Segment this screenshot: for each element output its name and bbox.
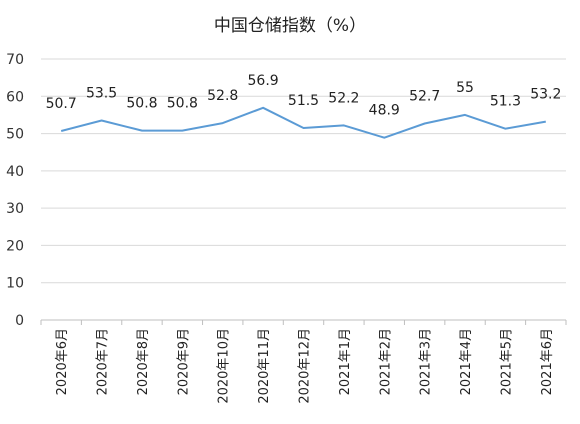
- x-tick-label: 2021年3月: [419, 328, 434, 395]
- chart-title: 中国仓储指数（%）: [214, 16, 366, 36]
- x-tick-label: 2021年4月: [459, 328, 474, 395]
- x-tick-label: 2021年2月: [378, 328, 393, 395]
- y-tick-label: 20: [6, 238, 24, 254]
- data-label: 52.2: [328, 90, 359, 106]
- data-label: 50.8: [126, 96, 157, 112]
- data-label: 52.8: [207, 88, 238, 104]
- series-lines: [60, 106, 546, 139]
- y-tick-label: 60: [6, 89, 24, 105]
- x-tick-label: 2021年6月: [540, 328, 555, 395]
- x-tick-label: 2021年5月: [499, 328, 514, 395]
- data-label: 50.7: [46, 96, 77, 112]
- y-tick-label: 10: [6, 276, 24, 292]
- x-axis-tick-marks: [40, 320, 567, 325]
- data-label: 51.3: [490, 94, 521, 110]
- data-labels: 50.7 53.5 50.8 50.8 52.8 56.9 51.5 52.2 48.9 52.7…: [46, 73, 562, 119]
- y-tick-label: 0: [15, 313, 24, 329]
- x-tick-label: 2021年1月: [338, 328, 353, 395]
- gridlines: [41, 58, 566, 284]
- series-line-0: [60, 106, 546, 139]
- y-tick-label: 70: [6, 52, 24, 68]
- y-tick-label: 40: [6, 164, 24, 180]
- x-tick-label: 2020年12月: [298, 328, 313, 404]
- data-label: 53.2: [530, 87, 561, 103]
- x-tick-label: 2020年11月: [257, 328, 272, 404]
- data-label: 55: [456, 80, 474, 96]
- x-tick-label: 2020年9月: [176, 328, 191, 395]
- x-tick-label: 2020年6月: [55, 328, 70, 395]
- data-label: 48.9: [369, 103, 400, 119]
- data-label: 50.8: [167, 96, 198, 112]
- y-axis-ticks: 0 10 20 30 40 50 60 70: [6, 52, 24, 329]
- x-tick-label: 2020年8月: [136, 328, 151, 395]
- data-label: 53.5: [86, 86, 117, 102]
- x-axis-ticks: 2020年6月 2020年7月 2020年8月 2020年9月 2020年10月 2020…: [55, 328, 555, 404]
- y-tick-label: 30: [6, 201, 24, 217]
- x-tick-label: 2020年7月: [96, 328, 111, 395]
- data-label: 52.7: [409, 89, 440, 105]
- x-tick-label: 2020年10月: [217, 328, 232, 404]
- data-label: 51.5: [288, 93, 319, 109]
- data-label: 56.9: [248, 73, 279, 89]
- y-tick-label: 50: [6, 127, 24, 143]
